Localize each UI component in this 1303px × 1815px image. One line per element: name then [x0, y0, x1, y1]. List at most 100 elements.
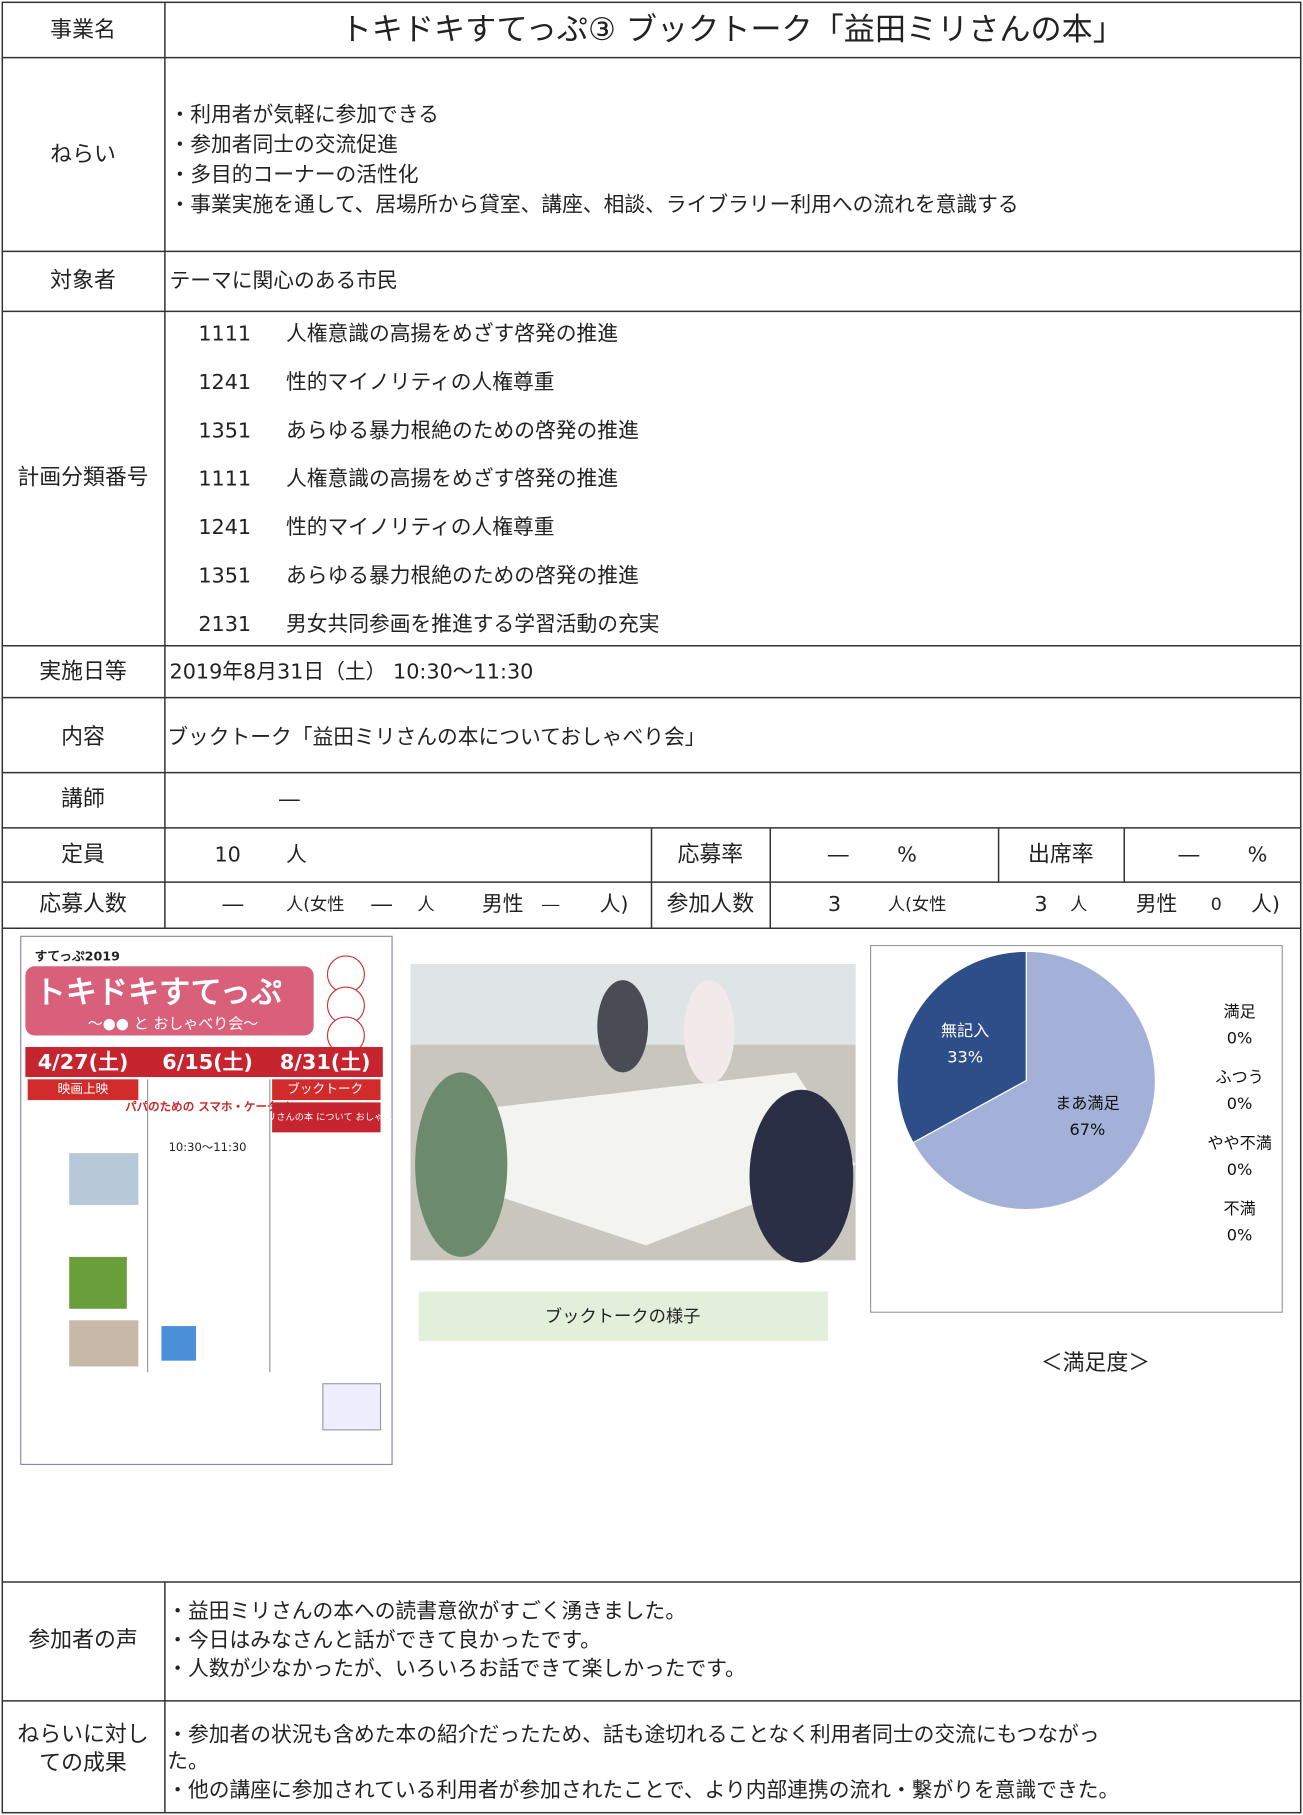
participant-part: 3	[1034, 892, 1047, 916]
label: 応募率	[677, 843, 743, 868]
pie-value-label: 0%	[1227, 1226, 1253, 1245]
label: ての成果	[39, 1751, 127, 1776]
plan-text: 性的マイノリティの人権尊重	[286, 515, 555, 539]
photo-person	[415, 1072, 508, 1257]
photo-person	[683, 980, 735, 1084]
participant-part: 0	[1211, 895, 1222, 915]
label: 応募人数	[39, 892, 127, 917]
content: ブックトーク「益田ミリさんの本についておしゃべり会」	[167, 725, 705, 749]
date: 2019年8月31日（土） 10:30～11:30	[170, 659, 534, 683]
applicant-parts: ― 人(女性 ― 人 男性 ― 人) 3 人(女性 3 人 男性 0 人)	[223, 892, 1280, 916]
flyer-title: トキドキすてっぷ	[35, 975, 282, 1011]
lecturer: ―	[279, 787, 300, 811]
flyer-event: ブックトーク	[287, 1081, 363, 1096]
plan-text: あらゆる暴力根絶のための啓発の推進	[286, 564, 639, 588]
attend: ―	[1178, 843, 1199, 867]
photo	[410, 964, 856, 1263]
pie-slice	[912, 950, 1156, 1211]
label: 講師	[61, 787, 105, 812]
photo-person	[749, 1089, 854, 1263]
result: ・他の講座に参加されている利用者が参加されたことで、より内部連携の流れ・繋がりを…	[167, 1778, 1119, 1802]
rate: ―	[828, 843, 849, 867]
pie-value-label: 67%	[1069, 1120, 1105, 1139]
target: テーマに関心のある市民	[170, 268, 398, 292]
flyer-event: パパのための スマホ・ケータイ	[125, 1099, 290, 1113]
plan-text: 男女共同参画を推進する学習活動の充実	[286, 612, 660, 636]
flyer-date-band	[25, 1047, 383, 1078]
pie-label: 満足	[1223, 1002, 1255, 1021]
plan-code: 1111	[198, 321, 251, 345]
participant-part: 人)	[1251, 892, 1280, 916]
pie-chart: まあ満足 67% 無記入 33% 満足 0% ふつう 0% やや不満 0% 不満 0%	[896, 950, 1272, 1245]
label: 計画分類番号	[17, 466, 148, 491]
capacity: 10	[214, 843, 240, 867]
photo-person	[597, 980, 649, 1073]
voice: ・今日はみなさんと話ができて良かったです。	[167, 1628, 601, 1652]
flyer: すてっぷ2019 トキドキすてっぷ ～●● と おしゃべり会～ 4/27(土) …	[20, 935, 411, 1466]
participant-part: 人(女性	[888, 895, 947, 915]
flyer-pic	[69, 1153, 139, 1205]
plan-list: 1111 人権意識の高揚をめざす啓発の推進 1241 性的マイノリティの人権尊重 135…	[198, 321, 659, 636]
plan-text: 性的マイノリティの人権尊重	[286, 370, 555, 394]
participant-part: 人	[1070, 895, 1087, 915]
title: トキドキすてっぷ③ ブックトーク「益田ミリさんの本」	[341, 12, 1124, 48]
result: ・参加者の状況も含めた本の紹介だったため、話も途切れることなく利用者同士の交流に…	[167, 1722, 1099, 1746]
label: ねらいに対し	[17, 1722, 148, 1747]
voice: ・人数が少なかったが、いろいろお話できて楽しかったです。	[167, 1657, 746, 1681]
flyer-map	[322, 1383, 382, 1431]
applicant-part: ―	[542, 895, 560, 915]
flyer-date: 8/31(土)	[280, 1050, 371, 1074]
flyer-pic	[69, 1320, 139, 1367]
label: ねらい	[50, 143, 116, 168]
applicant-part: ―	[223, 892, 244, 916]
aim: ・事業実施を通して、居場所から貸室、講座、相談、ライブラリー利用への流れを意識す…	[170, 192, 1019, 216]
flyer-book: 益田ミリさんの本 について おしゃべり会	[239, 1111, 411, 1123]
chart-title: ＜満足度＞	[1041, 1351, 1150, 1376]
pie-label: ふつう	[1215, 1068, 1263, 1087]
flyer-pic	[69, 1256, 127, 1309]
pie-label: やや不満	[1207, 1133, 1271, 1152]
flyer-brand: すてっぷ2019	[35, 949, 120, 964]
pie-label: まあ満足	[1055, 1093, 1120, 1112]
applicant-part: 人(女性	[286, 895, 345, 915]
flyer-subtitle: ～●● と おしゃべり会～	[88, 1014, 259, 1032]
plan-code: 1241	[198, 370, 251, 394]
unit: %	[897, 843, 917, 867]
flyer-tag	[272, 1079, 381, 1101]
pie-value-label: 0%	[1227, 1094, 1253, 1113]
participant-part: 3	[828, 892, 841, 916]
plan-text: 人権意識の高揚をめざす啓発の推進	[286, 321, 618, 345]
flyer-banner	[25, 966, 314, 1036]
aim: ・多目的コーナーの活性化	[170, 162, 419, 186]
participant-part: 男性	[1136, 892, 1178, 916]
label: 参加人数	[667, 892, 755, 917]
photo-table	[472, 1072, 856, 1246]
caption-box	[418, 1291, 828, 1342]
result: た。	[167, 1749, 209, 1773]
applicant-part: 人	[417, 895, 434, 915]
pie-value-label: 0%	[1227, 1160, 1253, 1179]
aim: ・利用者が気軽に参加できる	[170, 102, 439, 126]
flyer-time: 10:30～11:30	[169, 1140, 247, 1154]
flyer-date: 6/15(土)	[162, 1050, 253, 1074]
plan-text: 人権意識の高揚をめざす啓発の推進	[286, 467, 618, 491]
flyer-event: 映画上映	[58, 1081, 109, 1096]
flyer-tag	[272, 1102, 381, 1133]
aim: ・参加者同士の交流促進	[170, 132, 399, 156]
label: 定員	[61, 843, 105, 868]
flyer-date: 4/27(土)	[38, 1050, 129, 1074]
plan-code: 1351	[198, 564, 251, 588]
label: 対象者	[50, 268, 116, 293]
label: 事業名	[50, 18, 116, 43]
plan-text: あらゆる暴力根絶のための啓発の推進	[286, 418, 639, 442]
pie-slice	[896, 950, 1027, 1144]
unit: 人	[286, 843, 307, 867]
flyer-tag	[27, 1079, 139, 1101]
applicant-part: ―	[371, 892, 392, 916]
plan-code: 2131	[198, 612, 251, 636]
voice: ・益田ミリさんの本への読書意欲がすごく湧きました。	[167, 1599, 686, 1623]
pie-label: 不満	[1223, 1199, 1255, 1218]
flyer-pic	[161, 1326, 197, 1361]
